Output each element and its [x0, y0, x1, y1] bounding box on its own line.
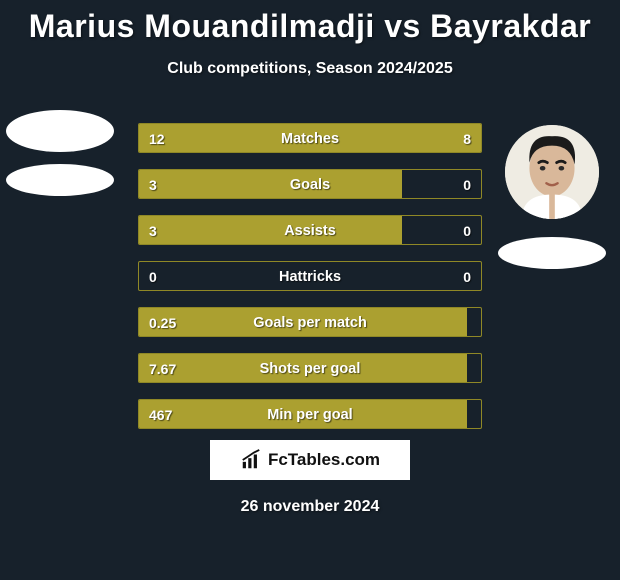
stat-label: Goals: [139, 170, 481, 199]
stat-label: Min per goal: [139, 400, 481, 429]
date-text: 26 november 2024: [0, 498, 620, 516]
stat-label: Hattricks: [139, 262, 481, 291]
stat-row: 30Goals: [138, 169, 482, 199]
stat-row: 0.25Goals per match: [138, 307, 482, 337]
player-right-block: [498, 125, 606, 269]
stat-row: 128Matches: [138, 123, 482, 153]
subtitle: Club competitions, Season 2024/2025: [0, 60, 620, 78]
stat-label: Goals per match: [139, 308, 481, 337]
stat-row: 467Min per goal: [138, 399, 482, 429]
player-right-photo: [505, 125, 599, 219]
player-left-block: [6, 110, 114, 196]
stat-row: 00Hattricks: [138, 261, 482, 291]
avatar-icon: [505, 125, 599, 219]
page-title: Marius Mouandilmadji vs Bayrakdar: [0, 8, 620, 45]
player-left-photo-placeholder: [6, 110, 114, 152]
fctables-logo[interactable]: FcTables.com: [210, 440, 410, 480]
chart-icon: [240, 449, 262, 471]
stat-label: Assists: [139, 216, 481, 245]
stats-block: 128Matches 30Goals 30Assists 00Hattricks 0.2…: [138, 123, 482, 445]
stat-label: Matches: [139, 124, 481, 153]
player-right-name-oval: [498, 237, 606, 269]
player-left-name-oval: [6, 164, 114, 196]
infographic-root: Marius Mouandilmadji vs Bayrakdar Club c…: [0, 0, 620, 580]
stat-row: 7.67Shots per goal: [138, 353, 482, 383]
stat-row: 30Assists: [138, 215, 482, 245]
logo-text: FcTables.com: [268, 450, 380, 470]
stat-label: Shots per goal: [139, 354, 481, 383]
